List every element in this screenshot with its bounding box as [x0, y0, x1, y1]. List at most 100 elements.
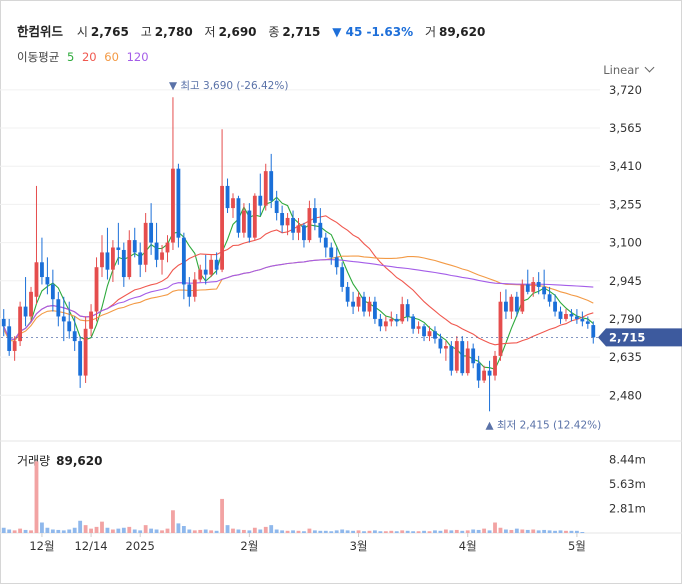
volume-bar [89, 528, 93, 533]
candle [89, 304, 93, 337]
candle [509, 294, 514, 319]
candle [258, 173, 263, 216]
candle-body [50, 284, 55, 300]
candle-body [536, 281, 541, 287]
candle [160, 245, 164, 275]
candle-body [329, 247, 334, 258]
candle [214, 252, 219, 275]
candle [192, 272, 197, 302]
candle [176, 163, 181, 248]
candle [45, 257, 50, 295]
candle-body [209, 259, 214, 275]
candle [427, 326, 432, 342]
volume-bar [471, 529, 476, 533]
volume-bar [7, 529, 12, 533]
volume-panel-label: 거래량 [17, 454, 51, 468]
candle-body [138, 252, 143, 265]
candle [209, 254, 214, 278]
candle [269, 153, 274, 209]
candle [580, 311, 585, 327]
candle-body [220, 185, 224, 270]
candle-body [405, 304, 410, 317]
candle-body [56, 299, 61, 317]
candle [263, 163, 268, 211]
candle [351, 291, 355, 315]
candle [110, 240, 115, 282]
x-tick-label: 2월 [240, 539, 258, 553]
candle [525, 269, 530, 295]
candle-body [454, 341, 459, 371]
candle-body [45, 277, 50, 285]
volume-panel-value: 89,620 [56, 454, 103, 468]
ma-120[interactable]: 120 [126, 50, 149, 64]
max-price-annotation: ▼ 최고 3,690 (-26.42%) [169, 80, 288, 92]
ma-60[interactable]: 60 [104, 50, 119, 64]
candle [7, 318, 12, 356]
volume-bar [476, 529, 481, 533]
open-label: 시 [76, 25, 88, 39]
ma-20[interactable]: 20 [81, 50, 97, 64]
volume-bar [553, 530, 557, 533]
volume-bar [307, 528, 312, 533]
scale-dropdown[interactable]: Linear [603, 63, 653, 77]
candle-body [274, 200, 279, 214]
volume-bar [252, 527, 257, 533]
candle-body [110, 247, 115, 270]
volume-bar [373, 530, 377, 533]
volume-bar [138, 530, 143, 533]
ma-120-line [3, 259, 594, 341]
candle-body [504, 301, 508, 312]
candle-body [61, 316, 66, 322]
candle-body [585, 321, 590, 324]
volume-bar [394, 531, 399, 533]
candle-body [520, 284, 525, 312]
volume-bar [149, 528, 154, 533]
candle-body [312, 208, 317, 223]
candle [471, 343, 476, 369]
x-tick-label: 3월 [350, 539, 368, 553]
volume-bar [127, 526, 132, 533]
candle [149, 203, 154, 255]
candle-body [242, 210, 246, 233]
candle [433, 326, 437, 344]
volume-panel-title: 거래량 89,620 [17, 452, 102, 469]
candle [422, 323, 426, 342]
candle [116, 222, 121, 265]
volume-tick-label: 2.81m [609, 501, 646, 515]
candle [247, 203, 252, 243]
x-tick-label: 12월 [29, 539, 54, 553]
volume-bar [323, 530, 328, 533]
candle [465, 341, 470, 376]
candle [564, 309, 568, 322]
candle-body [203, 269, 208, 275]
candle-body [116, 247, 121, 250]
volume-bar [214, 530, 219, 533]
candle-body [165, 242, 170, 253]
candle-body [72, 331, 77, 342]
ma-5[interactable]: 5 [66, 50, 75, 64]
volume-bar [285, 530, 290, 533]
candle [143, 213, 148, 273]
candle [100, 235, 104, 278]
candle-body [514, 296, 519, 312]
candle-body [465, 348, 470, 374]
candle-body [443, 346, 448, 349]
volume-bar [176, 523, 181, 533]
candle [296, 217, 301, 241]
candle-body [351, 301, 355, 307]
volume-bar [220, 498, 224, 533]
volume-bar [100, 521, 104, 533]
volume-bar [329, 531, 334, 533]
volume-bar [574, 530, 579, 533]
candle [493, 350, 497, 381]
candle-body [171, 168, 175, 243]
candle [198, 264, 203, 282]
volume-bar [154, 529, 159, 533]
volume-bar [209, 530, 214, 533]
candle [138, 242, 143, 278]
candle [438, 333, 443, 354]
candle-body [94, 267, 99, 312]
volume-bar [411, 531, 416, 533]
